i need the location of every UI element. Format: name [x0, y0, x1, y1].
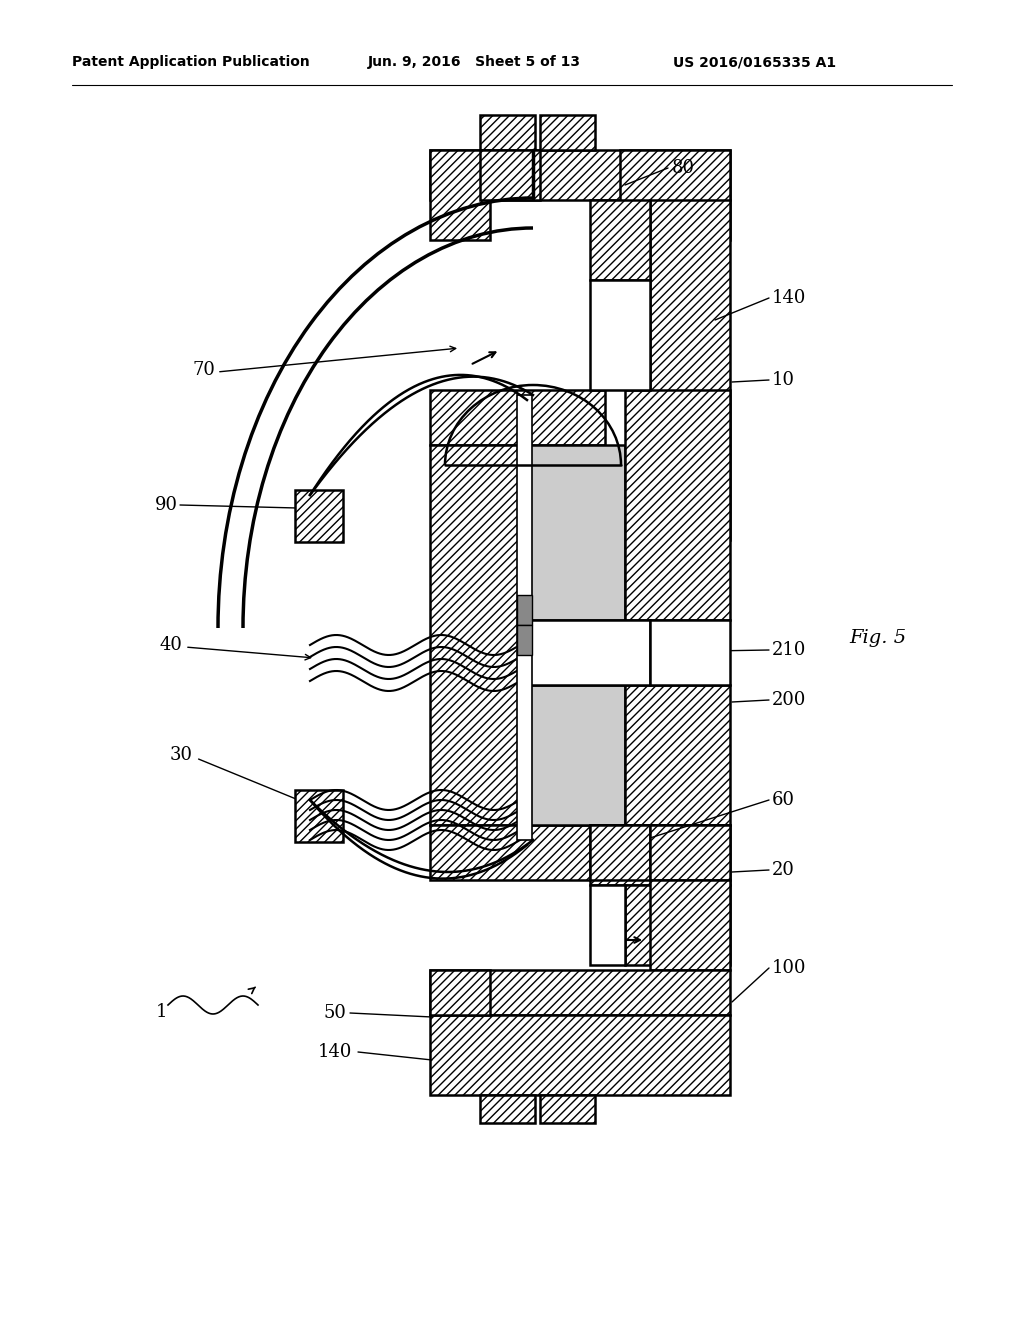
Polygon shape [517, 595, 532, 624]
Text: 20: 20 [772, 861, 795, 879]
Text: Patent Application Publication: Patent Application Publication [72, 55, 309, 69]
Text: US 2016/0165335 A1: US 2016/0165335 A1 [673, 55, 837, 69]
Text: 10: 10 [772, 371, 795, 389]
Polygon shape [590, 201, 650, 280]
Text: 60: 60 [772, 791, 795, 809]
Text: 40: 40 [159, 636, 182, 653]
Polygon shape [590, 825, 650, 880]
Polygon shape [650, 880, 730, 970]
Text: 200: 200 [772, 690, 806, 709]
Polygon shape [520, 620, 650, 685]
Polygon shape [650, 620, 730, 685]
Text: 100: 100 [772, 960, 807, 977]
Polygon shape [650, 201, 730, 540]
Polygon shape [625, 389, 730, 620]
Polygon shape [650, 825, 730, 880]
Polygon shape [520, 445, 625, 620]
Text: 90: 90 [155, 496, 178, 513]
Text: 140: 140 [772, 289, 806, 308]
Polygon shape [517, 395, 532, 840]
Polygon shape [590, 825, 730, 884]
Polygon shape [295, 490, 343, 543]
Polygon shape [590, 280, 650, 389]
Polygon shape [620, 150, 730, 240]
Polygon shape [430, 389, 605, 445]
Text: 1: 1 [157, 1003, 168, 1020]
Polygon shape [430, 970, 490, 1015]
Polygon shape [430, 150, 730, 201]
Polygon shape [625, 884, 730, 965]
Polygon shape [590, 884, 625, 965]
Polygon shape [430, 825, 605, 880]
Polygon shape [430, 1015, 730, 1096]
Text: Jun. 9, 2016   Sheet 5 of 13: Jun. 9, 2016 Sheet 5 of 13 [368, 55, 581, 69]
Polygon shape [520, 685, 625, 825]
Text: 210: 210 [772, 642, 806, 659]
Text: 50: 50 [324, 1005, 346, 1022]
Polygon shape [480, 1096, 535, 1123]
Polygon shape [517, 624, 532, 655]
Polygon shape [430, 970, 730, 1015]
Polygon shape [430, 150, 490, 240]
Polygon shape [480, 115, 535, 150]
Text: 70: 70 [193, 360, 215, 379]
Polygon shape [295, 789, 343, 842]
Polygon shape [540, 1096, 595, 1123]
Polygon shape [480, 150, 540, 201]
Text: 30: 30 [170, 746, 193, 764]
Polygon shape [540, 115, 595, 150]
Polygon shape [625, 685, 730, 825]
Text: 140: 140 [317, 1043, 352, 1061]
Text: Fig. 5: Fig. 5 [850, 630, 906, 647]
Text: 80: 80 [672, 158, 695, 177]
Polygon shape [430, 445, 520, 825]
